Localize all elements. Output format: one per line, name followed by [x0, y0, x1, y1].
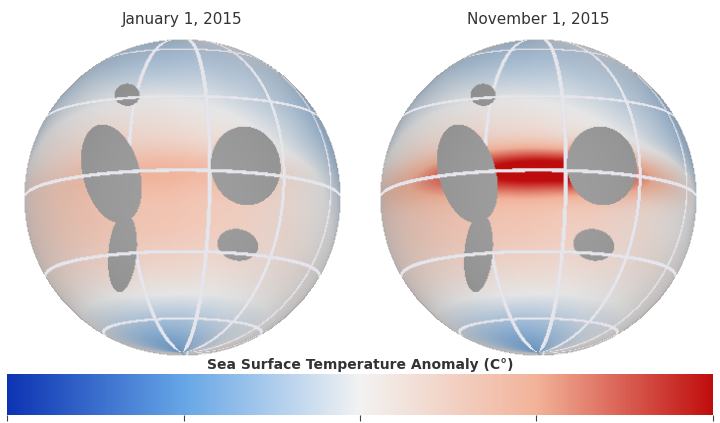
Title: November 1, 2015: November 1, 2015: [467, 12, 609, 27]
Title: Sea Surface Temperature Anomaly (C°): Sea Surface Temperature Anomaly (C°): [207, 358, 513, 372]
Title: January 1, 2015: January 1, 2015: [122, 12, 242, 27]
